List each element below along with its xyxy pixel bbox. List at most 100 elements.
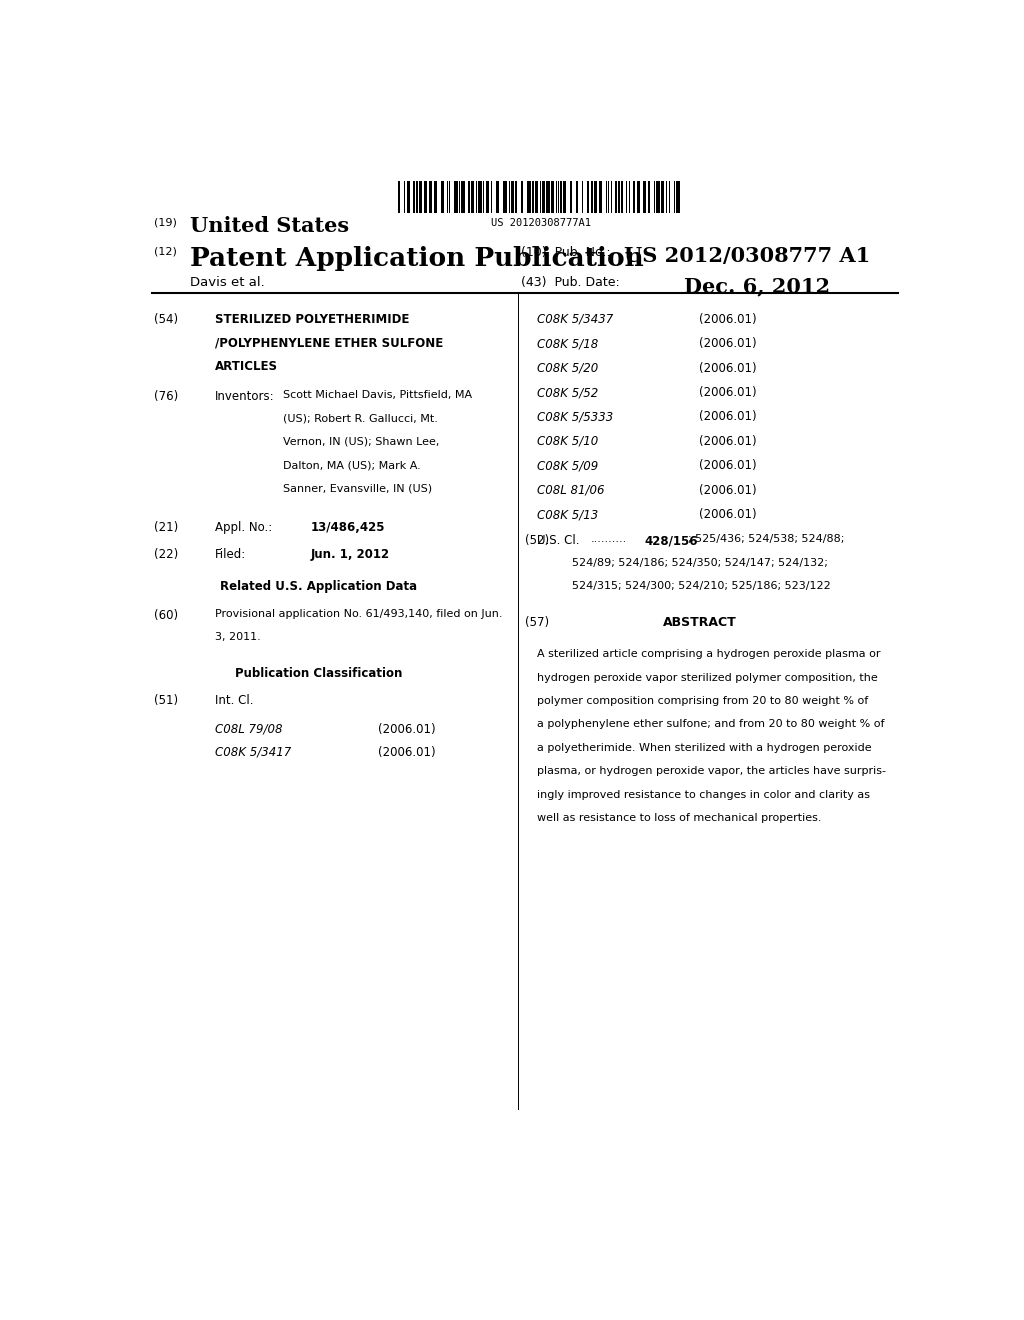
Text: C08K 5/52: C08K 5/52 — [537, 385, 598, 399]
Bar — [582, 181, 583, 214]
Bar — [653, 181, 654, 214]
Text: (43)  Pub. Date:: (43) Pub. Date: — [521, 276, 620, 289]
Text: (10)  Pub. No.:: (10) Pub. No.: — [521, 246, 610, 259]
Bar — [492, 181, 493, 214]
Bar — [633, 181, 635, 214]
Bar — [515, 181, 517, 214]
Bar — [660, 181, 665, 214]
Bar — [629, 181, 630, 214]
Bar — [615, 181, 616, 214]
Text: well as resistance to loss of mechanical properties.: well as resistance to loss of mechanical… — [537, 813, 821, 822]
Text: (19): (19) — [155, 218, 177, 227]
Text: C08K 5/18: C08K 5/18 — [537, 338, 598, 350]
Bar — [450, 181, 451, 214]
Bar — [475, 181, 477, 214]
Text: C08K 5/10: C08K 5/10 — [537, 434, 598, 447]
Bar — [608, 181, 609, 214]
Text: C08L 79/08: C08L 79/08 — [215, 722, 283, 735]
Bar — [536, 181, 538, 214]
Text: (US); Robert R. Gallucci, Mt.: (US); Robert R. Gallucci, Mt. — [283, 413, 437, 424]
Bar — [626, 181, 628, 214]
Bar — [570, 181, 572, 214]
Bar — [637, 181, 640, 214]
Bar — [666, 181, 667, 214]
Bar — [521, 181, 523, 214]
Bar — [592, 181, 593, 214]
Bar — [478, 181, 481, 214]
Bar — [556, 181, 557, 214]
Text: (2006.01): (2006.01) — [699, 483, 757, 496]
Bar — [546, 181, 550, 214]
Text: C08K 5/20: C08K 5/20 — [537, 362, 598, 375]
Text: Sanner, Evansville, IN (US): Sanner, Evansville, IN (US) — [283, 483, 432, 494]
Text: 524/89; 524/186; 524/350; 524/147; 524/132;: 524/89; 524/186; 524/350; 524/147; 524/1… — [572, 558, 828, 568]
Bar — [676, 181, 680, 214]
Bar — [563, 181, 566, 214]
Text: A sterilized article comprising a hydrogen peroxide plasma or: A sterilized article comprising a hydrog… — [537, 649, 881, 659]
Bar — [540, 181, 542, 214]
Text: polymer composition comprising from 20 to 80 weight % of: polymer composition comprising from 20 t… — [537, 696, 868, 706]
Bar — [594, 181, 597, 214]
Text: C08K 5/5333: C08K 5/5333 — [537, 411, 613, 424]
Bar — [468, 181, 470, 214]
Text: Scott Michael Davis, Pittsfield, MA: Scott Michael Davis, Pittsfield, MA — [283, 391, 472, 400]
Bar — [416, 181, 418, 214]
Bar — [587, 181, 589, 214]
Bar — [543, 181, 545, 214]
Text: Davis et al.: Davis et al. — [189, 276, 264, 289]
Text: (2006.01): (2006.01) — [699, 508, 757, 521]
Text: C08K 5/09: C08K 5/09 — [537, 459, 598, 473]
Text: (22): (22) — [155, 548, 178, 561]
Text: hydrogen peroxide vapor sterilized polymer composition, the: hydrogen peroxide vapor sterilized polym… — [537, 673, 878, 682]
Text: a polyetherimide. When sterilized with a hydrogen peroxide: a polyetherimide. When sterilized with a… — [537, 743, 871, 752]
Text: (2006.01): (2006.01) — [378, 746, 435, 759]
Text: /POLYPHENYLENE ETHER SULFONE: /POLYPHENYLENE ETHER SULFONE — [215, 337, 443, 350]
Text: 524/315; 524/300; 524/210; 525/186; 523/122: 524/315; 524/300; 524/210; 525/186; 523/… — [572, 581, 831, 591]
Bar — [509, 181, 510, 214]
Bar — [599, 181, 602, 214]
Text: Related U.S. Application Data: Related U.S. Application Data — [220, 581, 417, 593]
Text: (12): (12) — [155, 247, 177, 257]
Bar — [643, 181, 646, 214]
Text: ABSTRACT: ABSTRACT — [663, 615, 736, 628]
Text: (76): (76) — [155, 391, 178, 403]
Text: (54): (54) — [155, 313, 178, 326]
Bar — [446, 181, 449, 214]
Text: (2006.01): (2006.01) — [699, 459, 757, 473]
Text: Appl. No.:: Appl. No.: — [215, 521, 272, 535]
Bar — [424, 181, 427, 214]
Bar — [531, 181, 535, 214]
Text: Int. Cl.: Int. Cl. — [215, 694, 254, 708]
Text: 13/486,425: 13/486,425 — [310, 521, 385, 535]
Text: plasma, or hydrogen peroxide vapor, the articles have surpris-: plasma, or hydrogen peroxide vapor, the … — [537, 766, 886, 776]
Text: ; 525/436; 524/538; 524/88;: ; 525/436; 524/538; 524/88; — [688, 535, 845, 544]
Text: Jun. 1, 2012: Jun. 1, 2012 — [310, 548, 390, 561]
Text: (2006.01): (2006.01) — [699, 411, 757, 424]
Text: ..........: .......... — [591, 535, 627, 544]
Bar — [471, 181, 474, 214]
Text: a polyphenylene ether sulfone; and from 20 to 80 weight % of: a polyphenylene ether sulfone; and from … — [537, 719, 884, 730]
Text: (2006.01): (2006.01) — [699, 313, 757, 326]
Text: Provisional application No. 61/493,140, filed on Jun.: Provisional application No. 61/493,140, … — [215, 609, 503, 619]
Text: Filed:: Filed: — [215, 548, 247, 561]
Text: ingly improved resistance to changes in color and clarity as: ingly improved resistance to changes in … — [537, 789, 869, 800]
Bar — [503, 181, 507, 214]
Bar — [414, 181, 415, 214]
Bar — [560, 181, 561, 214]
Bar — [575, 181, 579, 214]
Bar — [459, 181, 460, 214]
Bar — [511, 181, 514, 214]
Text: 428/156: 428/156 — [645, 535, 698, 548]
Text: 3, 2011.: 3, 2011. — [215, 632, 261, 642]
Text: U.S. Cl.: U.S. Cl. — [537, 535, 580, 548]
Text: Vernon, IN (US); Shawn Lee,: Vernon, IN (US); Shawn Lee, — [283, 437, 439, 447]
Bar — [441, 181, 444, 214]
Text: STERILIZED POLYETHERIMIDE: STERILIZED POLYETHERIMIDE — [215, 313, 410, 326]
Bar — [656, 181, 659, 214]
Bar — [647, 181, 650, 214]
Text: (2006.01): (2006.01) — [378, 722, 435, 735]
Text: (60): (60) — [155, 609, 178, 622]
Bar — [486, 181, 488, 214]
Text: C08K 5/3417: C08K 5/3417 — [215, 746, 292, 759]
Text: ARTICLES: ARTICLES — [215, 359, 279, 372]
